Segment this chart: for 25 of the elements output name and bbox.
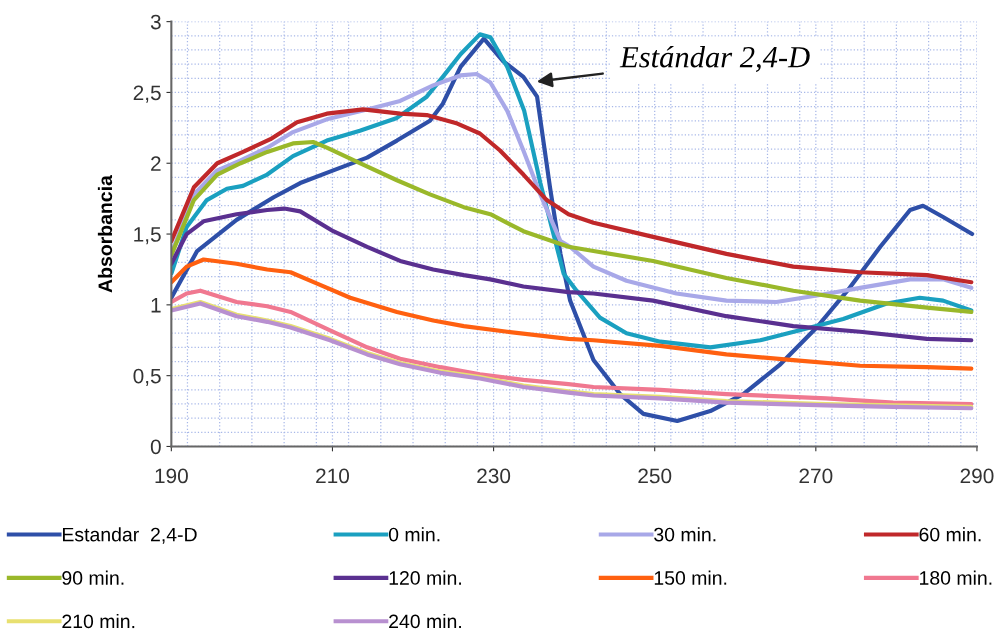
x-tick-label: 250 (638, 468, 672, 484)
legend-label: 240 min. (389, 613, 461, 629)
x-tick-label: 270 (799, 468, 833, 484)
legend-label: 180 min. (920, 570, 992, 585)
y-tick-label: 0 (150, 439, 161, 455)
y-axis-title: Absorbancia (97, 175, 113, 293)
legend-label: Estandar 2,4-D (62, 527, 197, 544)
y-tick-label: 1,5 (134, 227, 161, 245)
legend-label: 30 min. (654, 527, 716, 542)
legend-label: 120 min. (389, 570, 461, 585)
y-tick-label: 0,5 (133, 368, 161, 386)
y-tick-label: 2,5 (133, 85, 161, 103)
legend-label: 150 min. (654, 570, 727, 585)
x-tick-label: 210 (316, 468, 350, 484)
y-tick-label: 1 (151, 298, 161, 313)
y-tick-label: 2 (151, 156, 161, 171)
legend-label: 60 min. (919, 527, 981, 542)
legend-label: 0 min. (388, 527, 440, 542)
legend-label: 90 min. (62, 570, 124, 585)
y-tick-label: 3 (150, 14, 161, 30)
legend-label: 210 min. (62, 613, 135, 629)
annotation: Estándar 2,4-D (619, 45, 810, 72)
x-tick-label: 290 (960, 468, 994, 484)
x-tick-label: 230 (477, 468, 511, 484)
x-tick-label: 190 (155, 468, 188, 484)
